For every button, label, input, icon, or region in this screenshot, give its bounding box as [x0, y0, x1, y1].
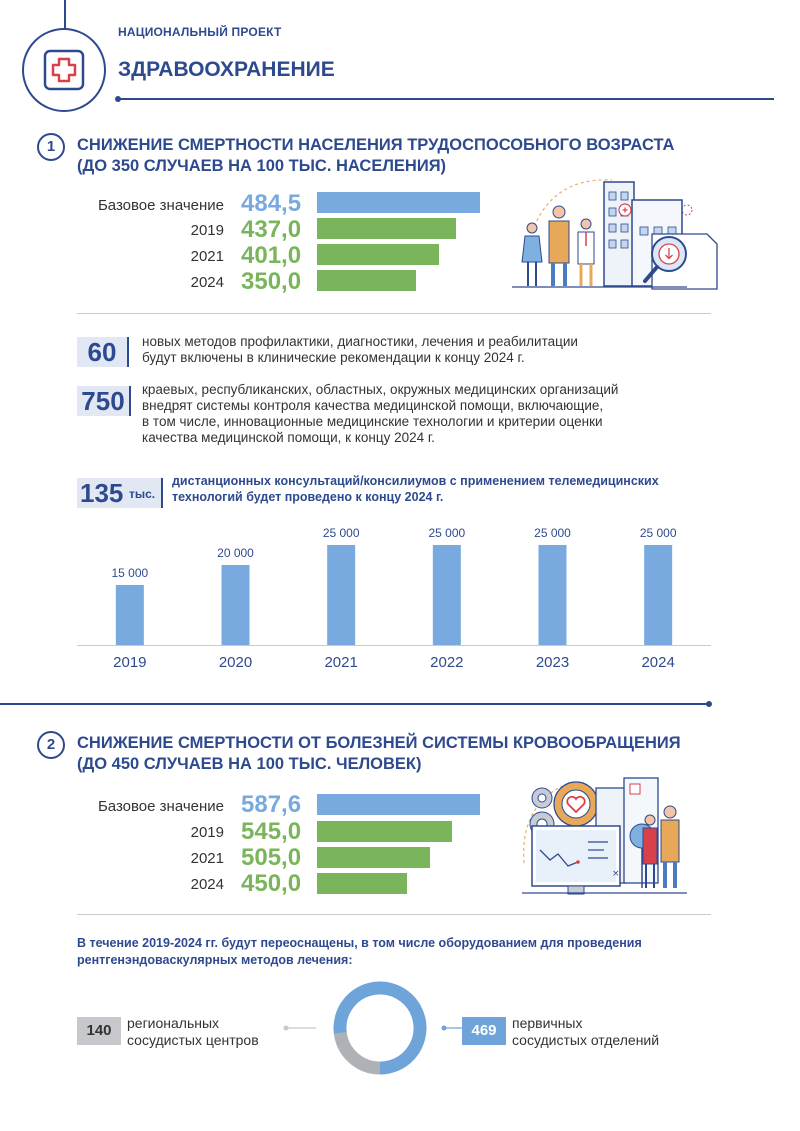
regional-centers-label: региональных сосудистых центров — [127, 1015, 259, 1049]
section-1-title: СНИЖЕНИЕ СМЕРТНОСТИ НАСЕЛЕНИЯ ТРУДОСПОСО… — [77, 135, 674, 177]
hospital-people-illustration — [512, 179, 718, 290]
header-rule — [118, 98, 774, 100]
reequipment-text-line: рентгенэндоваскулярных методов лечения: — [77, 953, 353, 967]
donut-regional-segment — [333, 981, 427, 1075]
telemed-text-line: дистанционных консультаций/консилиумов с… — [172, 474, 659, 488]
section-1-title-line2: (ДО 350 СЛУЧАЕВ НА 100 ТЫС. НАСЕЛЕНИЯ) — [77, 157, 447, 175]
stat-text-line: краевых, республиканских, областных, окр… — [142, 382, 619, 397]
header-rule-dot — [115, 96, 121, 102]
s1-row-bar — [317, 270, 416, 291]
section-2-title-line1: СНИЖЕНИЕ СМЕРТНОСТИ ОТ БОЛЕЗНЕЙ СИСТЕМЫ … — [77, 734, 681, 752]
telemed-unit: тыс. — [129, 487, 156, 501]
s1-row-label: 2019 — [190, 222, 224, 239]
stat-text-line: внедрят системы контроля качества медици… — [142, 398, 604, 413]
chart-tick-label: 2022 — [430, 654, 463, 671]
chart-bar — [327, 545, 356, 645]
primary-label-line: сосудистых отделений — [512, 1032, 660, 1048]
s1-row-value: 484,5 — [241, 190, 302, 217]
chart-data-label: 25 000 — [428, 526, 465, 540]
regional-label-line: региональных — [127, 1015, 220, 1031]
s2-row-bar — [317, 821, 452, 842]
s2-row-value: 545,0 — [241, 818, 302, 845]
section-1-number: 1 — [37, 133, 65, 161]
chart-bar — [432, 545, 461, 645]
telemed-number: 135 — [80, 478, 124, 508]
s1-row-value: 437,0 — [241, 216, 302, 243]
telemed-text-line: технологий будет проведено к концу 2024 … — [172, 490, 444, 504]
chart-bar — [644, 545, 673, 645]
s2-row-bar — [317, 873, 407, 894]
s1-row-label: 2021 — [190, 248, 224, 265]
s2-row-value: 505,0 — [241, 844, 302, 871]
vessel-ratio-donut — [283, 981, 474, 1075]
s2-row-value: 450,0 — [241, 870, 302, 897]
section-1-title-line1: СНИЖЕНИЕ СМЕРТНОСТИ НАСЕЛЕНИЯ ТРУДОСПОСО… — [77, 136, 675, 154]
cardio-illustration: × — [522, 777, 687, 895]
project-subtitle: НАЦИОНАЛЬНЫЙ ПРОЕКТ — [118, 25, 282, 39]
chart-tick-label: 2020 — [219, 654, 252, 671]
reequipment-text-line: В течение 2019-2024 гг. будут переоснаще… — [77, 936, 642, 950]
s2-row-label: 2019 — [190, 824, 224, 841]
section-1-separator — [77, 313, 711, 314]
chart-data-label: 20 000 — [217, 546, 254, 560]
chart-tick-label: 2023 — [536, 654, 569, 671]
telemed-text: дистанционных консультаций/консилиумов с… — [172, 473, 659, 505]
chart-tick-label: 2024 — [641, 654, 674, 671]
section-2-number: 2 — [37, 731, 65, 759]
regional-centers-number: 140 — [77, 1017, 121, 1045]
s1-row-bar — [317, 244, 439, 265]
chart-bar — [538, 545, 567, 645]
s2-row-bar — [317, 794, 480, 815]
s1-row-bar — [317, 192, 480, 213]
chart-tick-label: 2019 — [113, 654, 146, 671]
regional-label-line: сосудистых центров — [127, 1032, 259, 1048]
stat-text-line: в том числе, инновационные медицинские т… — [142, 414, 603, 429]
s1-row-value: 350,0 — [241, 268, 302, 295]
chart-tick-label: 2021 — [324, 654, 357, 671]
s1-row-label: 2024 — [190, 274, 224, 291]
stat-text-line: будут включены в клинические рекомендаци… — [142, 350, 525, 365]
s2-row-bar — [317, 847, 430, 868]
chart-bar — [115, 585, 144, 645]
s2-row-label: Базовое значение — [97, 798, 224, 815]
logo — [22, 28, 106, 112]
svg-text:×: × — [612, 869, 620, 879]
stat-organizations-number: 750 — [77, 386, 131, 416]
chart-data-label: 25 000 — [323, 526, 360, 540]
telemed-number-box — [77, 478, 163, 508]
stat-text-line: качества медицинской помощи, к концу 202… — [142, 430, 435, 445]
primary-label-line: первичных — [512, 1015, 583, 1031]
chart-data-label: 25 000 — [534, 526, 571, 540]
s1-row-bar — [317, 218, 456, 239]
section-divider — [0, 703, 710, 705]
section-divider-dot — [706, 701, 712, 707]
stat-methods-number: 60 — [77, 337, 129, 367]
s2-row-value: 587,6 — [241, 791, 302, 818]
chart-data-label: 15 000 — [111, 566, 148, 580]
s1-row-label: Базовое значение — [97, 197, 224, 214]
chart-data-label: 25 000 — [640, 526, 677, 540]
stat-organizations-text: краевых, республиканских, областных, окр… — [142, 382, 618, 446]
section-2-separator — [77, 914, 711, 915]
s1-row-value: 401,0 — [241, 242, 302, 269]
primary-departments-label: первичных сосудистых отделений — [512, 1015, 659, 1049]
reequipment-text: В течение 2019-2024 гг. будут переоснаще… — [77, 935, 642, 969]
section-2-title: СНИЖЕНИЕ СМЕРТНОСТИ ОТ БОЛЕЗНЕЙ СИСТЕМЫ … — [77, 733, 681, 775]
stat-methods-text: новых методов профилактики, диагностики,… — [142, 334, 578, 366]
medical-cross-icon — [43, 49, 84, 90]
primary-departments-number: 469 — [462, 1017, 506, 1045]
header-connector — [64, 0, 66, 30]
section-2-title-line2: (ДО 450 СЛУЧАЕВ НА 100 ТЫС. ЧЕЛОВЕК) — [77, 755, 422, 773]
s2-row-label: 2024 — [190, 876, 224, 893]
s2-row-label: 2021 — [190, 850, 224, 867]
telemed-bar-chart: 15 000 2019 20 000 2020 25 000 2021 25 000 2022… — [77, 526, 711, 671]
stat-text-line: новых методов профилактики, диагностики,… — [142, 334, 578, 349]
chart-bar — [221, 565, 250, 645]
page-title: ЗДРАВООХРАНЕНИЕ — [118, 58, 335, 81]
